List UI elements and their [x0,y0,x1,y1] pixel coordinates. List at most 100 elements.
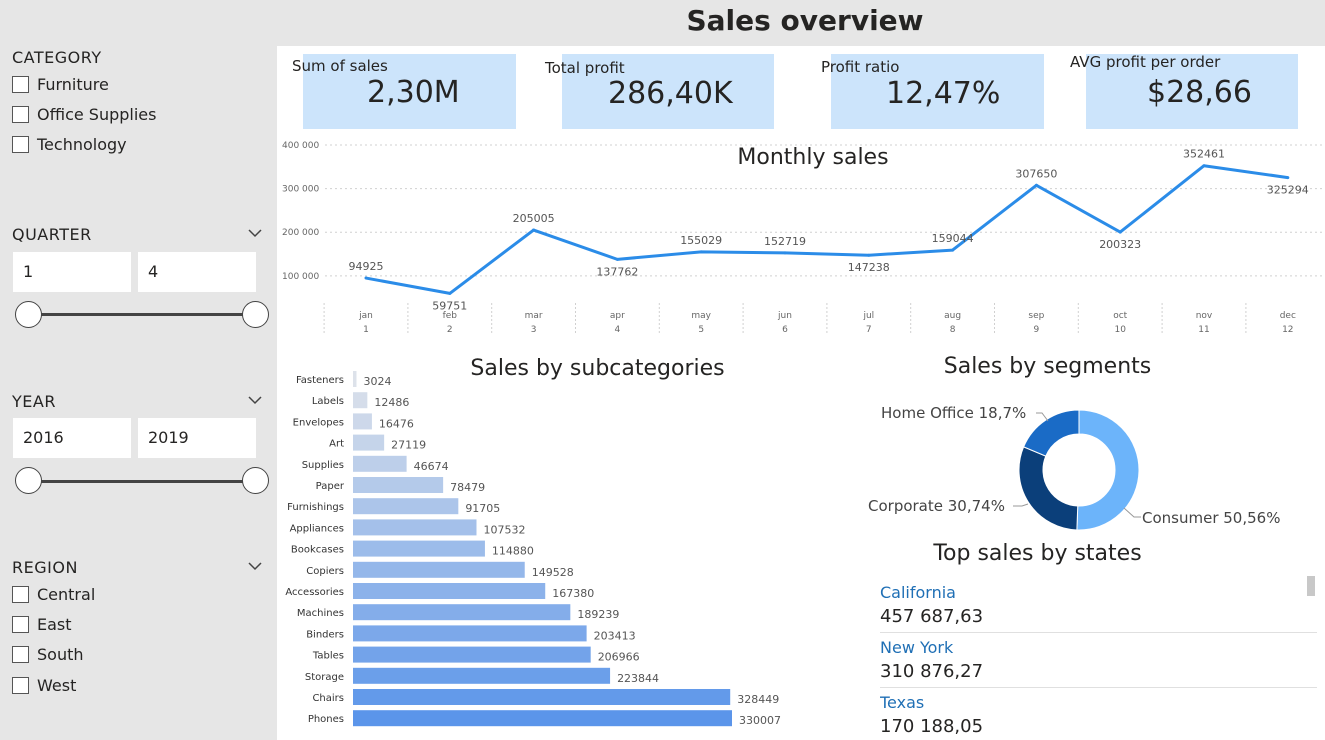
data-label: 205005 [513,212,555,225]
checkbox[interactable] [12,75,29,93]
data-point [364,276,368,280]
category-slicer-title: CATEGORY [12,48,102,67]
sales-series-line [365,164,1289,295]
checkbox[interactable] [12,135,29,153]
data-label: 114880 [492,545,534,558]
x-tick-label: aug [944,311,961,321]
data-point [951,248,955,252]
kpi-value: 2,30M [367,75,460,110]
region-option-east[interactable]: East [12,613,72,635]
segments-chart-title: Sales by segments [943,354,1152,379]
data-label: 3024 [363,375,391,388]
bar [353,392,368,409]
leader-line [1013,503,1029,507]
bar [353,371,357,387]
quarter-slider-end-handle[interactable] [242,301,269,328]
title-bar [0,0,1325,46]
monthly-sales-line-chart: 100 000 200 000 300 000 400 000 jan 1 feb 2 mar 3… [282,141,1322,335]
bar [353,561,525,578]
category-label: Art [329,439,344,450]
year-slider-track[interactable] [28,480,255,483]
quarter-slicer-title: QUARTER [12,225,92,244]
year-slider-start-handle[interactable] [15,467,42,494]
region-option-label: Central [37,584,96,604]
y-tick-label: 200 000 [282,228,319,238]
state-name: Texas [880,693,925,712]
list-scrollbar[interactable] [1307,576,1315,596]
x-tick-label: jan [358,311,373,321]
x-tick-label: jul [862,311,874,321]
category-label: Phones [308,714,344,725]
data-label: 147238 [848,261,890,274]
page-title: Sales overview [686,4,924,37]
x-tick-sublabel: 8 [950,325,956,335]
data-point [699,250,703,254]
donut-slice [1018,446,1079,531]
bar [353,498,459,515]
y-tick-label: 400 000 [282,141,319,151]
chevron-down-icon[interactable] [247,394,263,406]
checkbox[interactable] [12,676,29,694]
data-label: 189239 [577,608,619,621]
x-tick-sublabel: 1 [363,325,369,335]
data-label: 167380 [552,587,594,600]
year-from-input[interactable]: 2016 [13,418,131,458]
category-option-office-supplies[interactable]: Office Supplies [12,103,156,125]
state-sales: 310 876,27 [880,661,984,682]
x-tick-sublabel: 6 [782,325,788,335]
list-item[interactable]: Texas 170 188,05 [880,688,1317,740]
data-label: 91705 [465,502,500,515]
segments-donut-chart [1013,409,1141,531]
data-label: 328449 [737,693,779,706]
checkbox[interactable] [12,645,29,663]
donut-slice [1076,409,1140,531]
year-slider-end-handle[interactable] [242,467,269,494]
category-label: Copiers [306,566,344,577]
state-sales: 170 188,05 [880,716,984,737]
quarter-slider-start-handle[interactable] [15,301,42,328]
bar [353,689,731,705]
chevron-down-icon[interactable] [247,560,263,572]
checkbox[interactable] [12,585,29,603]
data-label: 94925 [349,260,384,273]
x-tick-label: dec [1280,311,1296,321]
quarter-to-input[interactable]: 4 [138,252,256,292]
bar [353,667,611,684]
chevron-down-icon[interactable] [247,227,263,239]
leader-line [1036,412,1049,422]
top-states-list[interactable]: California 457 687,63 New York 310 876,2… [880,578,1317,740]
y-tick-label: 300 000 [282,185,319,195]
data-point [1118,230,1122,234]
x-tick-label: nov [1196,311,1213,321]
category-label: Appliances [290,523,344,534]
x-tick-sublabel: 3 [531,325,537,335]
region-option-south[interactable]: South [12,643,84,665]
x-tick-sublabel: 5 [698,325,704,335]
year-to-input[interactable]: 2019 [138,418,256,458]
list-item[interactable]: California 457 687,63 [880,578,1317,633]
region-option-label: East [37,614,72,634]
category-option-furniture[interactable]: Furniture [12,73,109,95]
checkbox[interactable] [12,615,29,633]
kpi-card-sum-of-sales [303,54,516,129]
category-option-technology[interactable]: Technology [12,133,127,155]
category-label: Storage [305,672,344,683]
region-option-central[interactable]: Central [12,583,95,605]
category-label: Machines [297,608,344,619]
bar [353,455,407,472]
list-item[interactable]: New York 310 876,27 [880,633,1317,688]
quarter-slider-track[interactable] [28,313,255,316]
region-option-west[interactable]: West [12,674,76,696]
data-label: 330007 [739,714,781,727]
segment-label-corporate: Corporate 30,74% [868,497,1005,515]
kpi-value: 286,40K [608,76,733,111]
quarter-from-input[interactable]: 1 [13,252,131,292]
data-label: 203413 [594,629,636,642]
data-point [783,251,787,255]
data-label: 200323 [1099,238,1141,251]
report-canvas [277,46,1325,740]
checkbox[interactable] [12,105,29,123]
bar [353,540,485,557]
bar [353,477,444,493]
region-slicer-title: REGION [12,558,78,577]
